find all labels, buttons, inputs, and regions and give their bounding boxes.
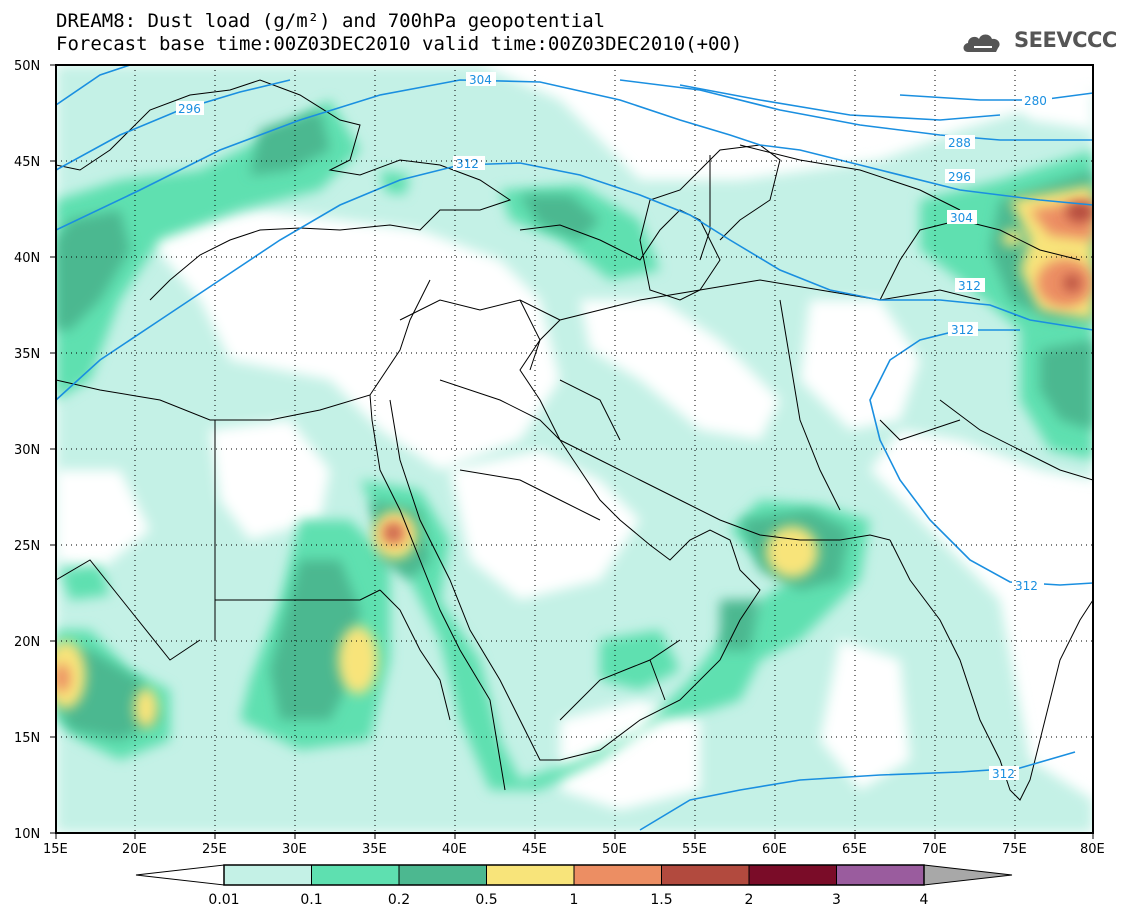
lon-label: 70E [922, 842, 947, 857]
legend-swatch [223, 864, 312, 886]
legend-label: 0.5 [475, 892, 497, 908]
lon-label: 50E [602, 842, 627, 857]
contour-labels: 304 296 280 312 288 296 304 312 312 312 … [176, 72, 1052, 781]
legend-under-arrow [135, 864, 225, 886]
lon-label: 15E [43, 842, 68, 857]
lon-label: 30E [282, 842, 307, 857]
axis-ticks [50, 64, 1094, 839]
contour-label: 312 [1015, 579, 1038, 593]
lon-label: 25E [202, 842, 227, 857]
legend-swatch [398, 864, 487, 886]
contour-label: 288 [948, 136, 971, 150]
graticule [56, 65, 1093, 833]
legend-label: 4 [920, 892, 929, 908]
lon-label: 40E [442, 842, 467, 857]
lat-label: 10N [14, 827, 40, 842]
lat-label: 15N [14, 731, 40, 746]
lat-label: 40N [14, 251, 40, 266]
legend-label: 0.2 [388, 892, 410, 908]
map-title: DREAM8: Dust load (g/m²) and 700hPa geop… [56, 10, 606, 32]
longitude-labels: 15E 20E 25E 30E 35E 40E 45E 50E 55E 60E … [43, 842, 1105, 857]
legend-label: 0.01 [208, 892, 239, 908]
lon-label: 80E [1080, 842, 1105, 857]
legend-swatch [836, 864, 925, 886]
lat-label: 45N [14, 155, 40, 170]
cloud-icon [963, 34, 1000, 52]
legend-over-arrow [923, 864, 1013, 886]
contour-label: 296 [178, 102, 201, 116]
lat-label: 35N [14, 347, 40, 362]
seevccc-logo [963, 34, 1000, 52]
legend-label: 1.5 [650, 892, 672, 908]
lon-label: 20E [122, 842, 147, 857]
legend-swatch [748, 864, 837, 886]
lon-label: 60E [762, 842, 787, 857]
contour-label: 304 [950, 211, 973, 225]
map-subtitle: Forecast base time:00Z03DEC2010 valid ti… [56, 33, 743, 55]
logo-text: SEEVCCC [1014, 28, 1117, 52]
lon-label: 55E [682, 842, 707, 857]
legend-swatch [573, 864, 662, 886]
legend-swatch [486, 864, 575, 886]
lon-label: 45E [522, 842, 547, 857]
contour-label: 312 [456, 157, 479, 171]
legend-swatch [661, 864, 750, 886]
legend-swatch [311, 864, 400, 886]
lon-label: 35E [362, 842, 387, 857]
latitude-labels: 50N 45N 40N 35N 30N 25N 20N 15N 10N [14, 59, 40, 842]
legend-frame [223, 864, 925, 886]
contour-label: 304 [469, 73, 492, 87]
lon-label: 65E [842, 842, 867, 857]
lat-label: 50N [14, 59, 40, 74]
lat-label: 25N [14, 539, 40, 554]
legend-label: 2 [745, 892, 754, 908]
lat-label: 20N [14, 635, 40, 650]
contour-label: 296 [948, 170, 971, 184]
contour-label: 312 [992, 767, 1015, 781]
contour-label: 312 [951, 323, 974, 337]
legend-label: 3 [832, 892, 841, 908]
contour-label: 312 [958, 279, 981, 293]
color-legend: 0.01 0.1 0.2 0.5 1 1.5 2 3 4 [135, 864, 1013, 908]
lat-label: 30N [14, 443, 40, 458]
lon-label: 75E [1002, 842, 1027, 857]
legend-label: 0.1 [300, 892, 322, 908]
contour-label: 280 [1024, 94, 1047, 108]
legend-label: 1 [570, 892, 579, 908]
